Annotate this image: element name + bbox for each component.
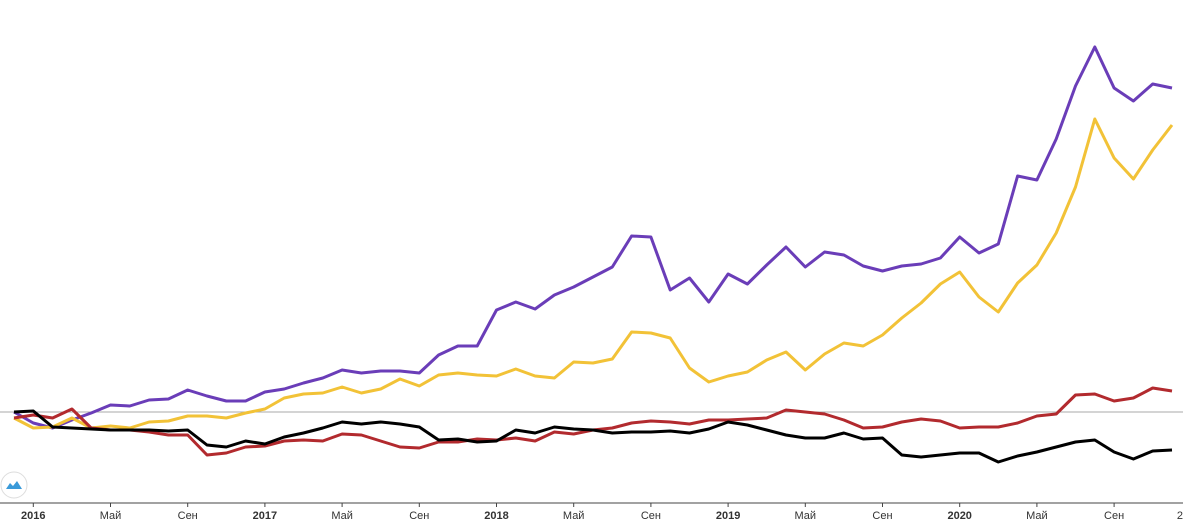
x-tick-label: 2 (1177, 510, 1183, 522)
logo (0, 471, 28, 499)
x-tick-label: Май (1026, 510, 1048, 522)
x-tick-label: 2016 (21, 510, 45, 522)
x-tick-label: Сен (409, 510, 429, 522)
x-tick-label: Сен (1104, 510, 1124, 522)
x-tick-label: 2018 (484, 510, 508, 522)
x-tick-label: Сен (872, 510, 892, 522)
x-tick-label: Сен (641, 510, 661, 522)
x-tick-label: Май (100, 510, 122, 522)
line-series (13, 45, 1173, 430)
x-tick-label: Сен (178, 510, 198, 522)
line-series (13, 386, 1173, 457)
line-series (13, 117, 1174, 430)
x-tick-label: Май (331, 510, 353, 522)
x-tick-label: Май (795, 510, 817, 522)
x-tick-label: Май (563, 510, 585, 522)
x-tick-label: 2017 (253, 510, 277, 522)
x-tick-label: 2019 (716, 510, 740, 522)
x-tick-label: 2020 (947, 510, 971, 522)
line-series (13, 409, 1173, 464)
